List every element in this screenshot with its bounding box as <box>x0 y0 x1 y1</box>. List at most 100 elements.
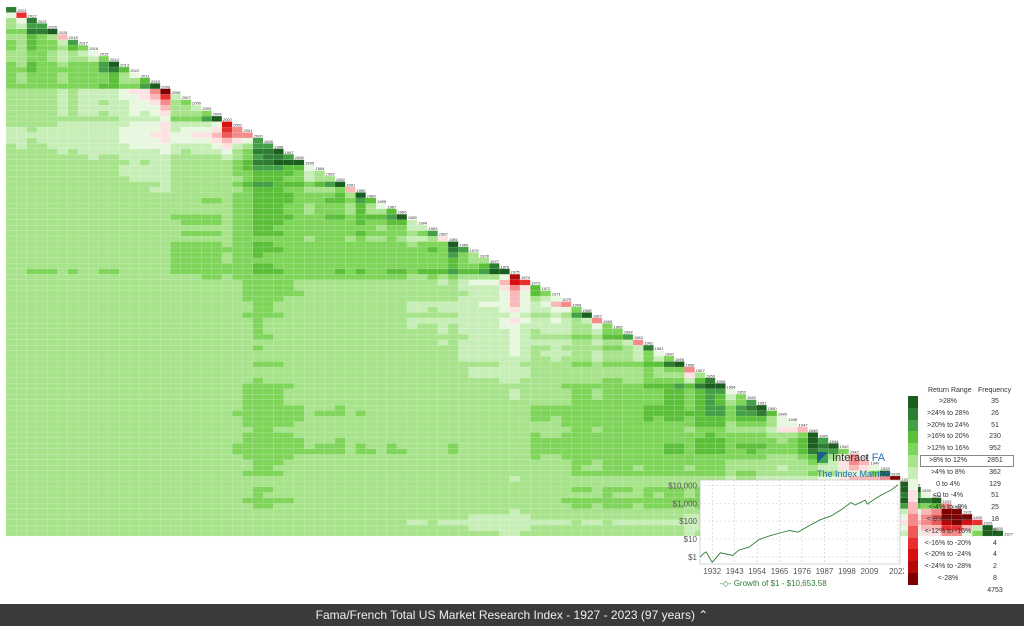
heatmap-cell <box>67 344 79 351</box>
heatmap-cell <box>735 464 747 471</box>
heatmap-cell <box>591 530 603 537</box>
heatmap-cell <box>509 508 521 515</box>
heatmap-cell <box>694 454 706 460</box>
footer-title-bar[interactable]: Fama/French Total US Market Research Ind… <box>0 604 1024 626</box>
year-label: 1988 <box>377 199 387 204</box>
heatmap-cell <box>694 415 706 422</box>
heatmap-cell <box>98 524 109 531</box>
heatmap-cell <box>242 432 253 439</box>
heatmap-cell <box>170 328 181 335</box>
heatmap-cell <box>519 514 531 520</box>
heatmap-cell <box>160 132 171 139</box>
heatmap-cell <box>468 295 480 302</box>
heatmap-cell <box>591 519 603 526</box>
heatmap-cell <box>427 306 438 313</box>
heatmap-cell <box>334 383 346 389</box>
heatmap-cell <box>67 263 79 269</box>
heatmap-cell <box>283 470 294 477</box>
heatmap-cell <box>324 366 336 373</box>
heatmap-cell <box>345 530 356 537</box>
heatmap-cell <box>375 421 387 428</box>
heatmap-cell <box>129 170 140 177</box>
heatmap-cell <box>571 415 582 422</box>
heatmap-cell <box>375 252 387 259</box>
heatmap-cell <box>560 459 572 466</box>
year-label: 1931 <box>963 510 972 515</box>
heatmap-cell <box>427 470 438 477</box>
heatmap-cell <box>88 514 99 520</box>
heatmap-cell <box>57 497 68 504</box>
heatmap-cell <box>509 464 521 471</box>
heatmap-cell <box>365 486 377 493</box>
heatmap-cell <box>201 154 212 160</box>
heatmap-cell <box>57 339 68 346</box>
heatmap-cell <box>591 394 603 400</box>
heatmap-cell <box>560 339 572 346</box>
heatmap-cell <box>324 481 336 488</box>
heatmap-cell <box>437 421 449 428</box>
heatmap-cell <box>571 530 582 537</box>
heatmap-cell <box>519 317 531 324</box>
heatmap-cell <box>273 443 284 449</box>
heatmap-cell <box>221 383 233 389</box>
heatmap-cell <box>108 486 120 493</box>
heatmap-cell <box>458 252 469 259</box>
legend-range-label: <0 to -4% <box>932 492 964 500</box>
heatmap-cell <box>252 170 264 177</box>
heatmap-cell <box>211 121 223 128</box>
heatmap-cell <box>314 426 325 433</box>
heatmap-cell <box>5 246 17 253</box>
heatmap-cell <box>211 268 223 275</box>
heatmap-cell <box>231 475 243 482</box>
heatmap-cell <box>242 214 253 220</box>
heatmap-cell <box>77 514 89 520</box>
heatmap-cell <box>67 94 79 100</box>
heatmap-cell <box>139 475 151 482</box>
heatmap-cell <box>221 252 233 259</box>
heatmap-cell <box>67 295 79 302</box>
heatmap-cell <box>509 426 521 433</box>
heatmap-cell <box>540 306 551 313</box>
heatmap-cell <box>108 464 120 471</box>
heatmap-cell <box>180 121 192 128</box>
year-label: 1941 <box>860 455 869 460</box>
heatmap-cell <box>365 312 377 319</box>
heatmap-cell <box>77 214 89 220</box>
legend-swatch <box>908 525 918 538</box>
heatmap-cell <box>67 404 79 411</box>
heatmap-cell <box>427 252 438 259</box>
heatmap-cell <box>118 186 130 193</box>
heatmap-cell <box>88 192 99 199</box>
heatmap-cell <box>601 497 613 504</box>
heatmap-cell <box>273 415 284 422</box>
heatmap-cell <box>694 372 706 379</box>
heatmap-cell <box>211 295 223 302</box>
heatmap-cell <box>211 115 223 122</box>
heatmap-cell <box>283 366 294 373</box>
heatmap-cell <box>447 334 459 340</box>
heatmap-cell <box>149 459 161 466</box>
heatmap-cell <box>26 175 38 182</box>
heatmap-cell <box>190 214 202 220</box>
heatmap-cell <box>201 421 212 428</box>
heatmap-cell <box>694 399 706 406</box>
heatmap-cell <box>725 421 736 428</box>
heatmap-cell <box>221 279 233 286</box>
heatmap-cell <box>108 475 120 482</box>
heatmap-cell <box>180 230 192 237</box>
heatmap-cell <box>98 203 109 209</box>
heatmap-cell <box>242 454 253 460</box>
heatmap-cell <box>334 334 346 340</box>
heatmap-cell <box>231 366 243 373</box>
heatmap-cell <box>149 497 161 504</box>
heatmap-cell <box>118 459 130 466</box>
heatmap-cell <box>519 377 531 384</box>
heatmap-cell <box>355 317 366 324</box>
heatmap-cell <box>139 105 151 111</box>
heatmap-cell <box>540 508 551 515</box>
heatmap-cell <box>365 366 377 373</box>
heatmap-cell <box>345 415 356 422</box>
heatmap-cell <box>560 497 572 504</box>
heatmap-cell <box>581 377 593 384</box>
heatmap-cell <box>273 361 284 368</box>
